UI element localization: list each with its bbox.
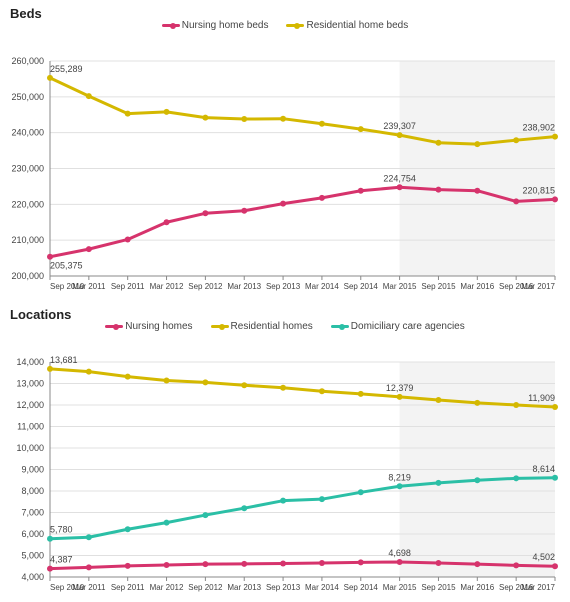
- svg-text:11,000: 11,000: [17, 422, 44, 432]
- legend-label: Residential home beds: [306, 20, 408, 31]
- svg-text:220,815: 220,815: [522, 185, 555, 195]
- svg-text:200,000: 200,000: [11, 271, 44, 281]
- svg-text:13,000: 13,000: [16, 379, 44, 389]
- legend-label: Nursing homes: [125, 321, 192, 332]
- legend-label: Domiciliary care agencies: [351, 321, 465, 332]
- beds-chart: 200,000 210,000 220,000 230,000 240,000 250,0…: [0, 21, 570, 301]
- svg-text:5,780: 5,780: [50, 525, 73, 535]
- legend-item-nursing-beds: Nursing home beds: [162, 20, 269, 31]
- svg-text:Mar 2015: Mar 2015: [383, 583, 417, 592]
- legend-dot-icon: [170, 23, 176, 29]
- svg-text:5,000: 5,000: [21, 551, 44, 561]
- beds-title: Beds: [0, 0, 570, 21]
- svg-text:Sep 2013: Sep 2013: [266, 583, 301, 592]
- svg-text:260,000: 260,000: [11, 56, 44, 66]
- svg-text:8,219: 8,219: [388, 472, 411, 482]
- svg-text:Sep 2015: Sep 2015: [421, 583, 456, 592]
- svg-text:Mar 2017: Mar 2017: [521, 583, 555, 592]
- svg-text:12,000: 12,000: [16, 400, 44, 410]
- svg-text:Mar 2012: Mar 2012: [150, 282, 184, 291]
- svg-text:6,000: 6,000: [21, 529, 44, 539]
- svg-text:Mar 2012: Mar 2012: [150, 583, 184, 592]
- svg-text:205,375: 205,375: [50, 261, 83, 271]
- svg-text:Sep 2011: Sep 2011: [111, 583, 145, 592]
- svg-text:250,000: 250,000: [11, 92, 44, 102]
- svg-text:8,000: 8,000: [21, 486, 44, 496]
- svg-text:11,909: 11,909: [528, 393, 555, 403]
- svg-text:210,000: 210,000: [11, 235, 44, 245]
- svg-text:Mar 2016: Mar 2016: [460, 583, 494, 592]
- legend-item-domiciliary: Domiciliary care agencies: [331, 321, 465, 332]
- svg-text:Mar 2016: Mar 2016: [460, 282, 494, 291]
- svg-text:Mar 2011: Mar 2011: [72, 282, 106, 291]
- beds-panel: Beds Nursing home beds Residential home …: [0, 0, 570, 301]
- svg-text:239,307: 239,307: [383, 121, 416, 131]
- svg-text:Sep 2014: Sep 2014: [344, 583, 379, 592]
- svg-text:230,000: 230,000: [11, 164, 44, 174]
- legend-item-residential-beds: Residential home beds: [286, 20, 408, 31]
- svg-text:Sep 2013: Sep 2013: [266, 282, 301, 291]
- svg-text:Mar 2017: Mar 2017: [521, 282, 555, 291]
- svg-text:238,902: 238,902: [522, 123, 555, 133]
- svg-text:Sep 2012: Sep 2012: [188, 583, 223, 592]
- legend-label: Residential homes: [231, 321, 313, 332]
- locations-panel: Locations Nursing homes Residential home…: [0, 301, 570, 602]
- svg-text:13,681: 13,681: [50, 355, 78, 365]
- svg-text:Mar 2015: Mar 2015: [383, 282, 417, 291]
- locations-title: Locations: [0, 301, 570, 322]
- svg-text:4,698: 4,698: [388, 548, 411, 558]
- svg-text:9,000: 9,000: [21, 465, 44, 475]
- legend-dot-icon: [219, 324, 225, 330]
- svg-text:7,000: 7,000: [21, 508, 44, 518]
- svg-text:Mar 2011: Mar 2011: [72, 583, 106, 592]
- beds-legend: Nursing home beds Residential home beds: [0, 20, 570, 31]
- svg-text:Sep 2011: Sep 2011: [111, 282, 145, 291]
- svg-text:Sep 2015: Sep 2015: [421, 282, 456, 291]
- legend-item-nursing-homes: Nursing homes: [105, 321, 192, 332]
- svg-text:Sep 2014: Sep 2014: [344, 282, 379, 291]
- svg-text:4,502: 4,502: [532, 552, 555, 562]
- svg-text:240,000: 240,000: [11, 128, 44, 138]
- legend-label: Nursing home beds: [182, 20, 269, 31]
- locations-chart: 4,000 5,000 6,000 7,000 8,000 9,000 10,000 11,0…: [0, 322, 570, 602]
- svg-text:Mar 2013: Mar 2013: [227, 282, 261, 291]
- svg-text:12,379: 12,379: [386, 383, 414, 393]
- svg-text:220,000: 220,000: [11, 199, 44, 209]
- svg-text:Mar 2014: Mar 2014: [305, 583, 339, 592]
- svg-text:4,000: 4,000: [21, 572, 44, 582]
- legend-dot-icon: [113, 324, 119, 330]
- svg-text:255,289: 255,289: [50, 64, 83, 74]
- svg-text:224,754: 224,754: [383, 173, 416, 183]
- svg-text:14,000: 14,000: [16, 357, 44, 367]
- svg-text:10,000: 10,000: [16, 443, 44, 453]
- svg-text:Mar 2014: Mar 2014: [305, 282, 339, 291]
- legend-item-residential-homes: Residential homes: [211, 321, 313, 332]
- legend-dot-icon: [339, 324, 345, 330]
- svg-text:Mar 2013: Mar 2013: [227, 583, 261, 592]
- locations-legend: Nursing homes Residential homes Domicili…: [0, 321, 570, 332]
- svg-text:Sep 2012: Sep 2012: [188, 282, 223, 291]
- svg-text:8,614: 8,614: [532, 464, 555, 474]
